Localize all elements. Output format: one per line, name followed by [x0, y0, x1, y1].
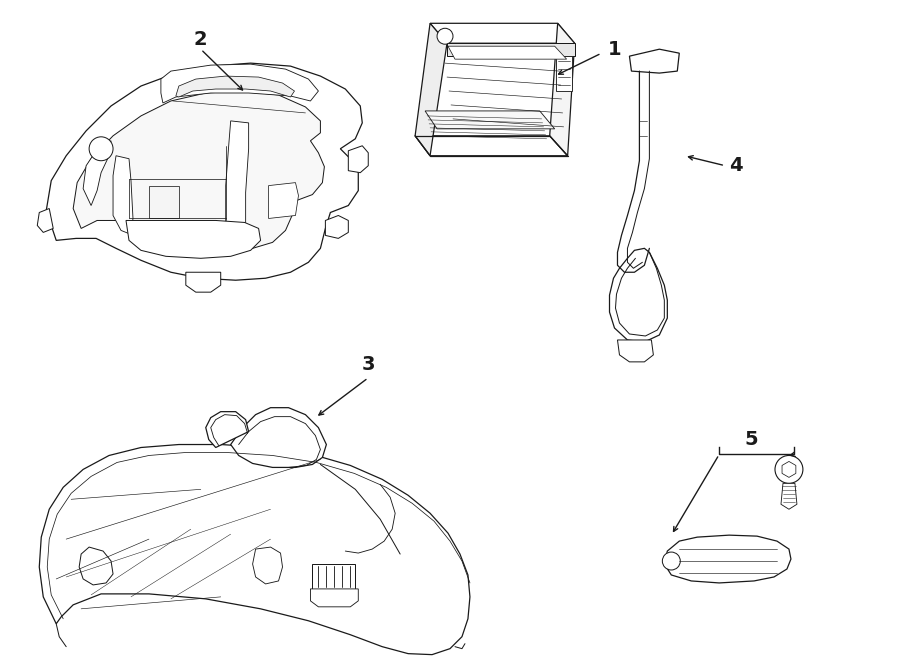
Polygon shape — [415, 136, 568, 156]
Polygon shape — [79, 547, 113, 585]
Polygon shape — [268, 182, 299, 219]
Polygon shape — [113, 156, 133, 235]
Polygon shape — [73, 91, 324, 251]
Text: 4: 4 — [729, 156, 742, 175]
Circle shape — [437, 28, 453, 44]
Polygon shape — [126, 221, 261, 258]
Polygon shape — [46, 63, 363, 280]
Polygon shape — [550, 23, 574, 156]
Circle shape — [662, 552, 680, 570]
Polygon shape — [37, 208, 53, 233]
Polygon shape — [781, 483, 797, 509]
Text: 3: 3 — [362, 356, 375, 374]
Polygon shape — [447, 43, 574, 56]
Polygon shape — [40, 444, 470, 654]
Polygon shape — [326, 215, 348, 239]
Polygon shape — [617, 340, 653, 362]
Circle shape — [89, 137, 113, 161]
Circle shape — [775, 455, 803, 483]
Polygon shape — [430, 23, 574, 43]
Polygon shape — [629, 49, 680, 73]
Polygon shape — [176, 76, 294, 97]
Polygon shape — [425, 111, 554, 129]
Text: 1: 1 — [608, 40, 621, 59]
Polygon shape — [312, 564, 356, 589]
Polygon shape — [230, 408, 327, 467]
Polygon shape — [664, 535, 791, 583]
Polygon shape — [148, 186, 179, 219]
Polygon shape — [206, 412, 248, 447]
Polygon shape — [310, 589, 358, 607]
Polygon shape — [83, 141, 111, 206]
Polygon shape — [448, 46, 567, 59]
Polygon shape — [253, 547, 283, 584]
Polygon shape — [415, 23, 447, 156]
Polygon shape — [161, 64, 319, 103]
Polygon shape — [555, 56, 572, 91]
Polygon shape — [348, 146, 368, 173]
Polygon shape — [226, 121, 248, 235]
Text: 5: 5 — [744, 430, 758, 449]
Polygon shape — [185, 272, 220, 292]
Polygon shape — [782, 461, 796, 477]
Text: 2: 2 — [194, 30, 208, 49]
